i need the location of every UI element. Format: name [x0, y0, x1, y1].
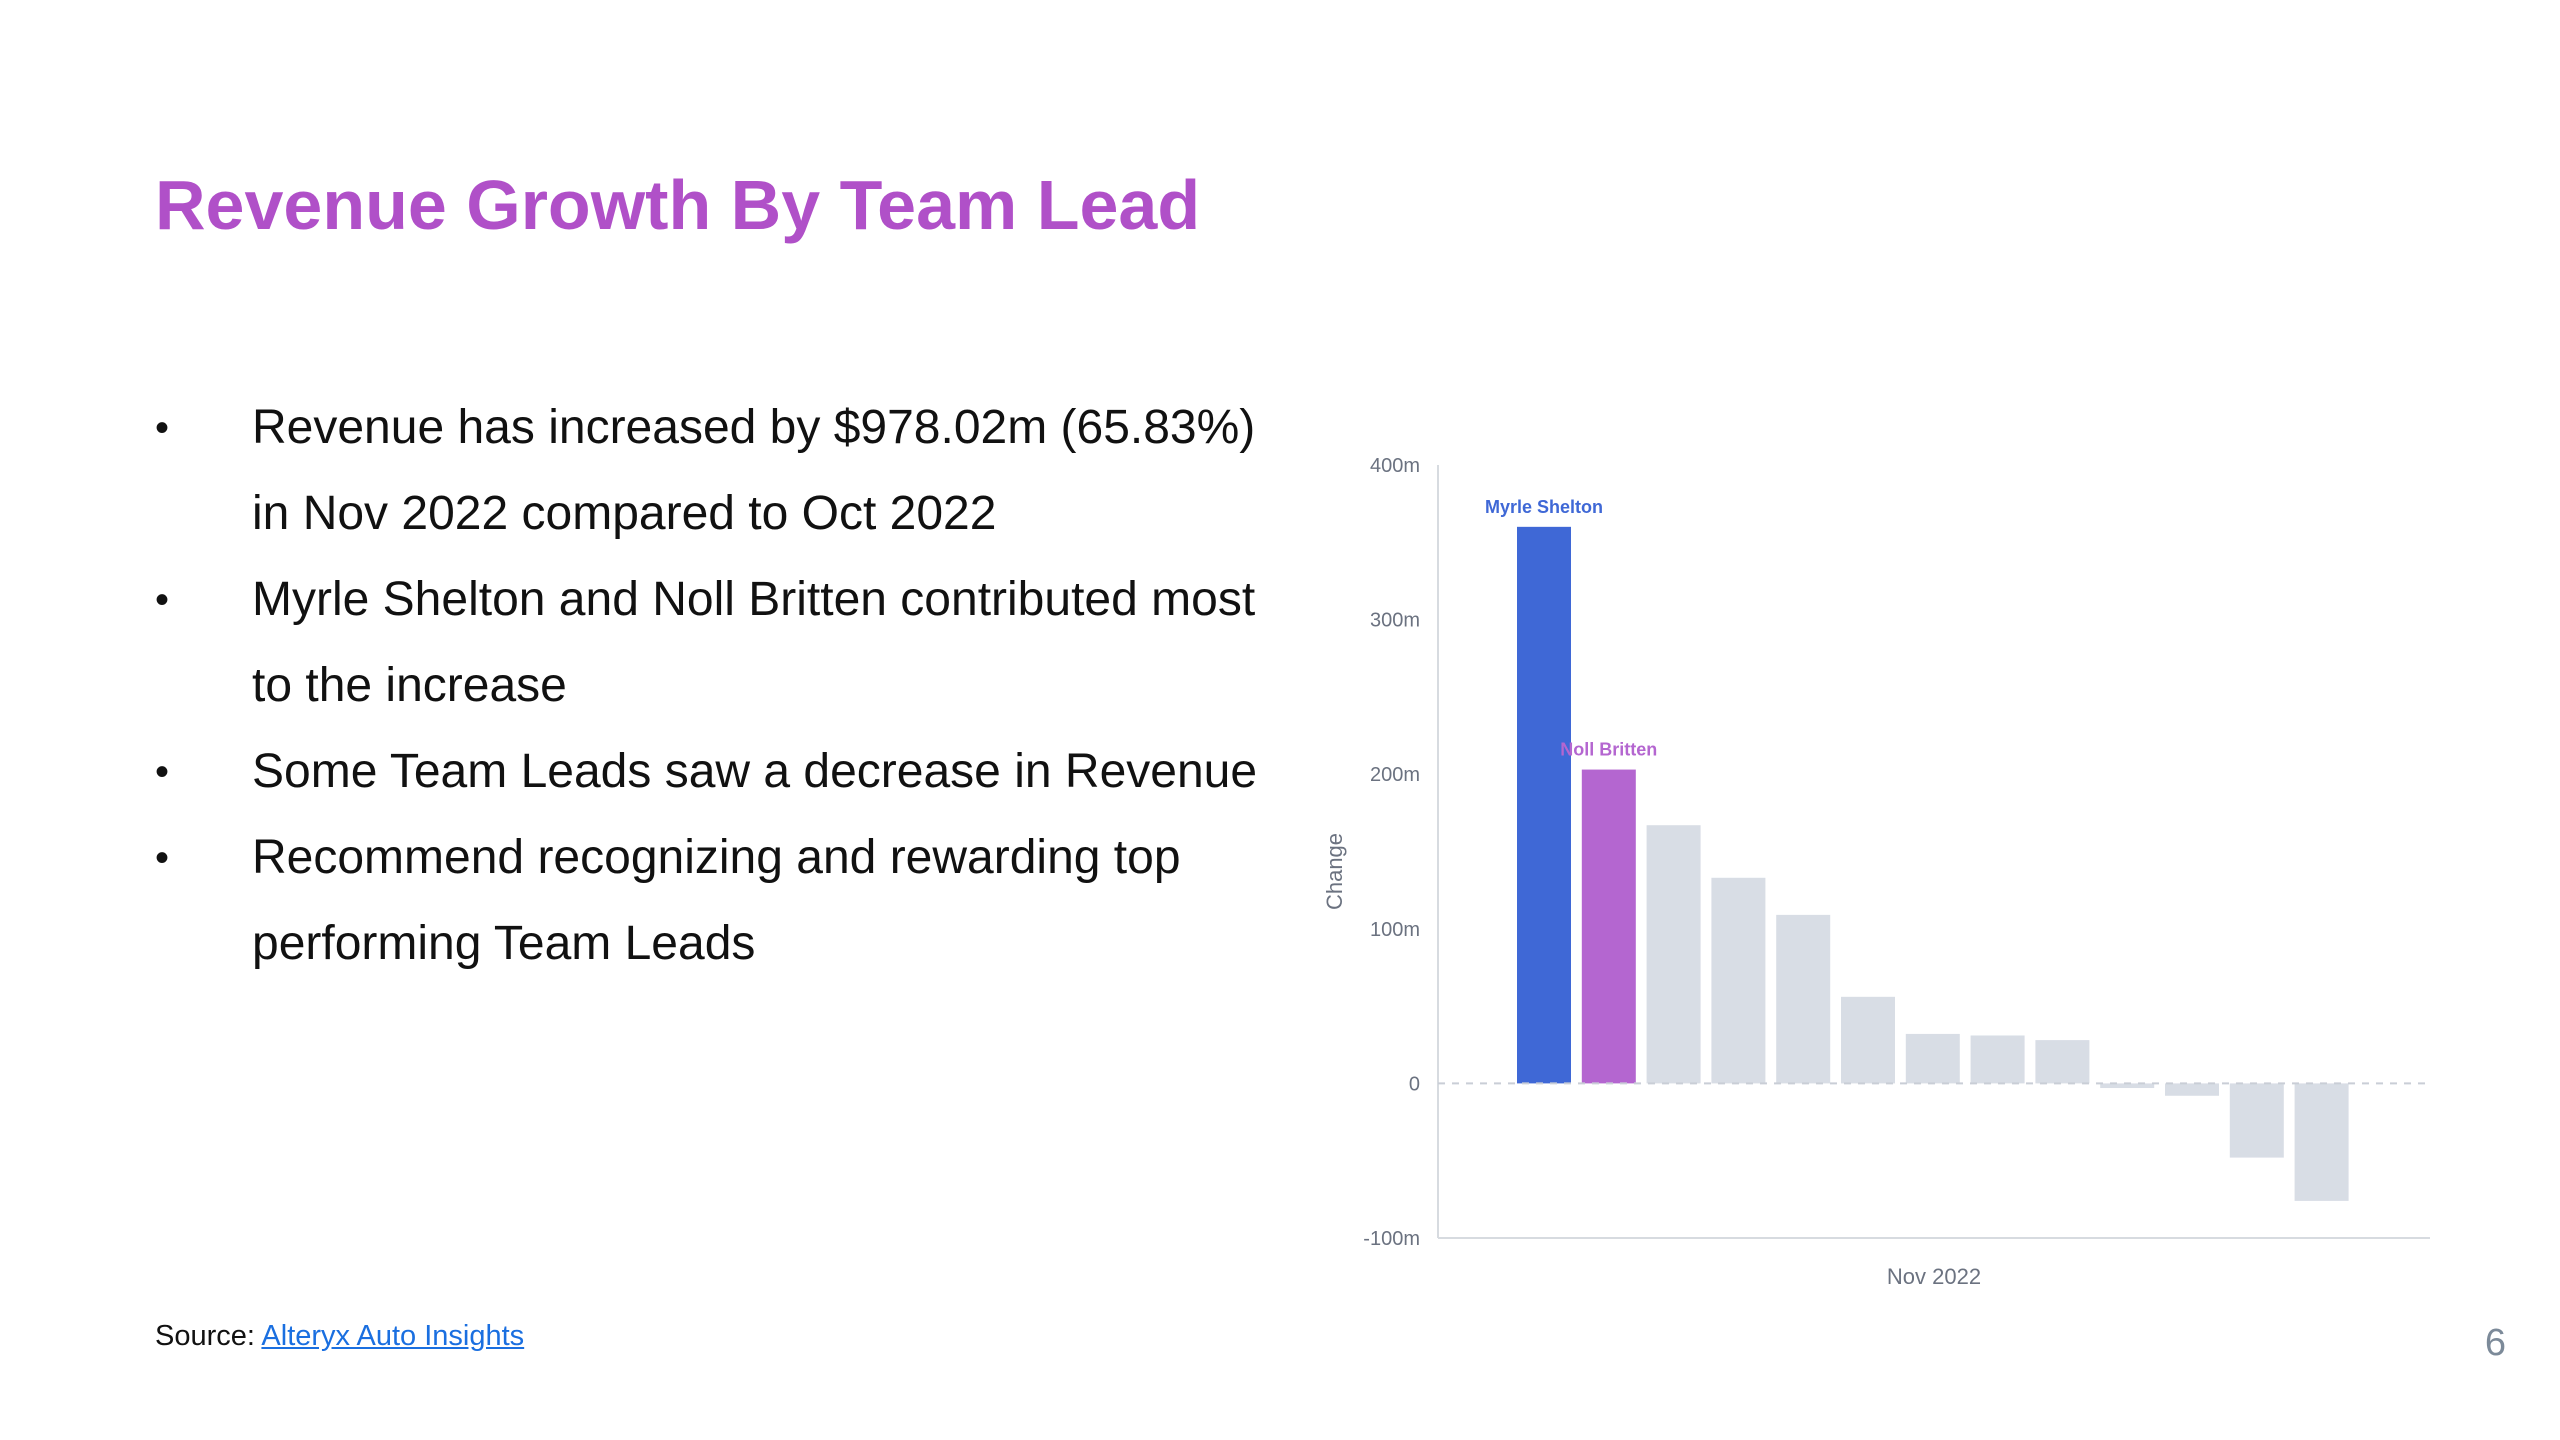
- bullet-list: • Revenue has increased by $978.02m (65.…: [155, 385, 1275, 987]
- y-tick-label: -100m: [1363, 1228, 1420, 1250]
- bar: [1517, 526, 1571, 1084]
- bullet-text: Myrle Shelton and Noll Britten contribut…: [252, 573, 1256, 712]
- bar: [1711, 877, 1766, 1084]
- source-link[interactable]: Alteryx Auto Insights: [261, 1320, 525, 1352]
- bullet-text: Some Team Leads saw a decrease in Revenu…: [252, 745, 1258, 798]
- bullet-item: • Myrle Shelton and Noll Britten contrib…: [155, 557, 1275, 729]
- bar: [2100, 1083, 2155, 1089]
- bar: [1646, 825, 1701, 1084]
- bar-label: Myrle Shelton: [1485, 497, 1603, 517]
- bullet-marker: •: [155, 750, 170, 794]
- y-axis-title: Change: [1322, 833, 1347, 910]
- y-tick-label: 200m: [1370, 764, 1420, 786]
- chart-svg: 400m 300m 200m 100m 0 -100m Change Nov 2022 Myrl…: [1322, 455, 2430, 1289]
- source-label: Source:: [155, 1320, 255, 1352]
- y-tick-label: 400m: [1370, 455, 1420, 477]
- bar: [1841, 996, 1895, 1084]
- y-tick-label: 0: [1409, 1073, 1420, 1095]
- bar-label: Noll Britten: [1560, 740, 1657, 760]
- slide-title: Revenue Growth By Team Lead: [155, 166, 1201, 244]
- bullet-text: Revenue has increased by $978.02m (65.83…: [252, 401, 1256, 540]
- page-number: 6: [2484, 1322, 2506, 1364]
- y-tick-label: 300m: [1370, 610, 1420, 632]
- source-line: Source: Alteryx Auto Insights: [155, 1320, 524, 1353]
- bullet-marker: •: [155, 836, 170, 880]
- revenue-change-chart: 400m 300m 200m 100m 0 -100m Change Nov 2022 Myrl…: [1300, 430, 2460, 1300]
- bar: [2229, 1083, 2284, 1158]
- bullet-text: Recommend recognizing and rewarding top …: [252, 831, 1181, 970]
- bullet-marker: •: [155, 406, 170, 450]
- bullet-item: • Revenue has increased by $978.02m (65.…: [155, 385, 1275, 557]
- bullet-item: • Recommend recognizing and rewarding to…: [155, 815, 1275, 987]
- bar: [1776, 914, 1831, 1084]
- bar: [1970, 1035, 2025, 1084]
- bullet-item: • Some Team Leads saw a decrease in Reve…: [155, 729, 1275, 815]
- bar: [2294, 1083, 2349, 1201]
- bullet-marker: •: [155, 578, 170, 622]
- bar: [1581, 769, 1636, 1084]
- bar: [2165, 1083, 2219, 1096]
- bar: [1905, 1033, 1960, 1084]
- x-axis-label: Nov 2022: [1887, 1264, 1981, 1289]
- y-tick-label: 100m: [1370, 919, 1420, 941]
- bar: [2035, 1040, 2090, 1084]
